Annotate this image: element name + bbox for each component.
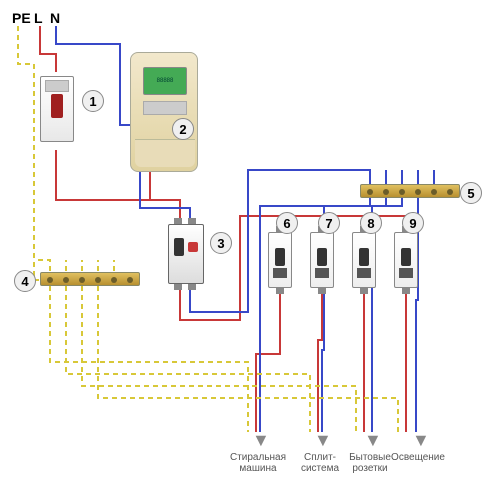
n-busbar	[360, 184, 460, 198]
badge-5: 5	[460, 182, 482, 204]
badge-2: 2	[172, 118, 194, 140]
label-n: N	[50, 10, 60, 26]
badge-4: 4	[14, 270, 36, 292]
output-label: Освещение	[388, 452, 448, 463]
output-label: Стиральнаямашина	[228, 452, 288, 474]
electric-meter: 88888	[130, 52, 198, 172]
breaker-6	[268, 226, 292, 294]
badge-9: 9	[402, 212, 424, 234]
badge-1: 1	[82, 90, 104, 112]
output-arrow-icon: ▼	[252, 430, 270, 451]
output-arrow-icon: ▼	[412, 430, 430, 451]
pe-busbar	[40, 272, 140, 286]
output-arrow-icon: ▼	[314, 430, 332, 451]
breaker-7	[310, 226, 334, 294]
breaker-8	[352, 226, 376, 294]
badge-8: 8	[360, 212, 382, 234]
label-l: L	[34, 10, 43, 26]
wiring-layer	[0, 0, 500, 500]
badge-3: 3	[210, 232, 232, 254]
rcd	[168, 218, 204, 290]
main-breaker	[40, 70, 74, 150]
badge-7: 7	[318, 212, 340, 234]
badge-6: 6	[276, 212, 298, 234]
label-pe: PE	[12, 10, 31, 26]
breaker-9	[394, 226, 418, 294]
output-arrow-icon: ▼	[364, 430, 382, 451]
